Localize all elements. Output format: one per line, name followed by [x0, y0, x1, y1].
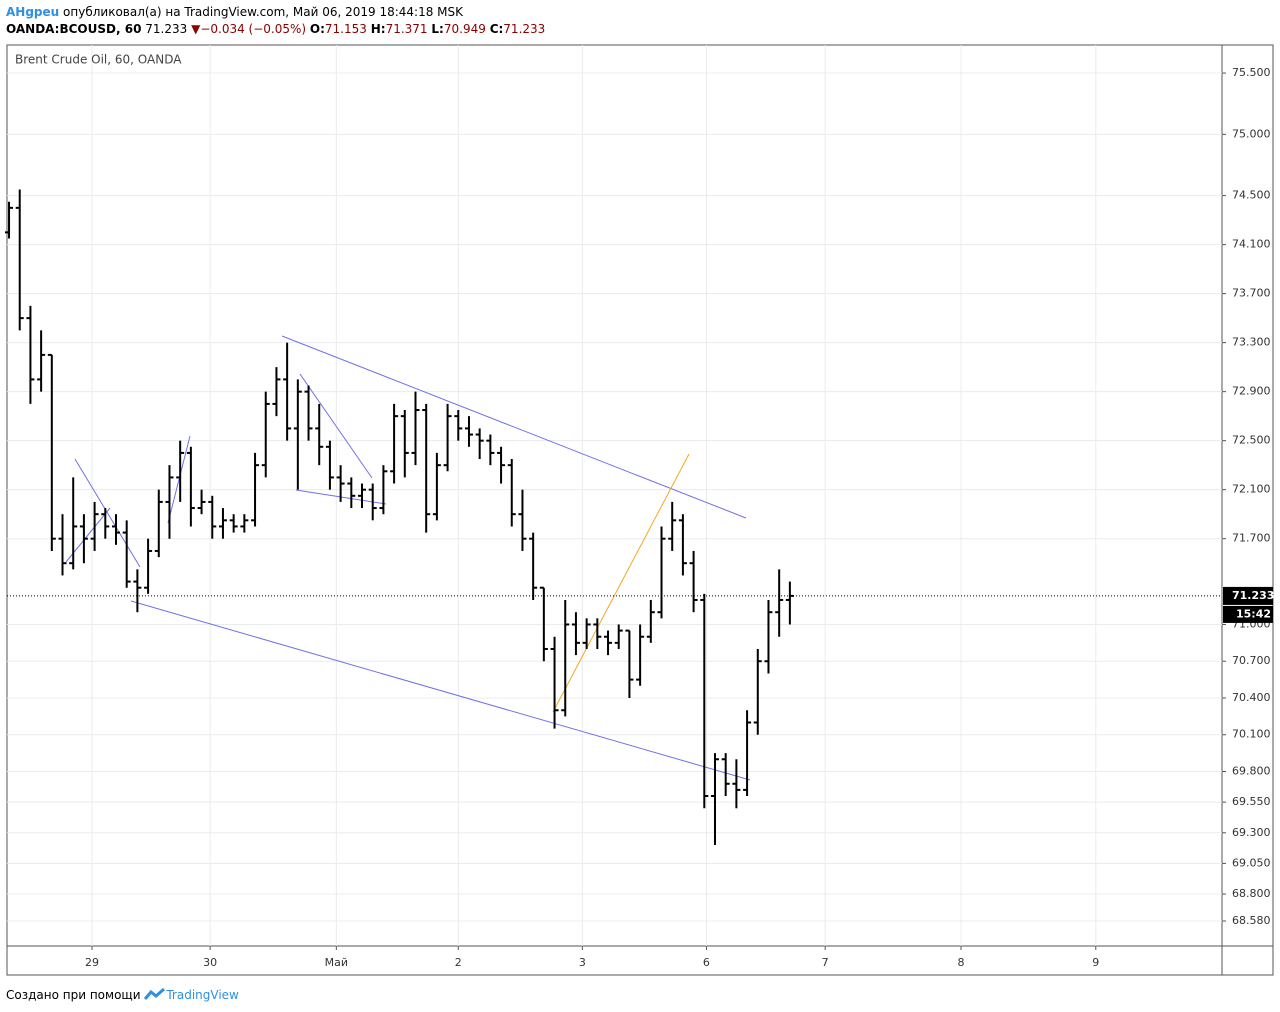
o-label: O:: [309, 22, 325, 36]
trend-line: [281, 335, 747, 519]
c: 71.233: [503, 22, 546, 36]
trend-line: [167, 435, 191, 524]
y-tick-label: 73.300: [1232, 336, 1271, 349]
x-tick-label: 29: [85, 956, 99, 969]
logo: [144, 987, 166, 1000]
x-tick-label: 6: [703, 956, 710, 969]
y-tick-label: 69.800: [1232, 765, 1271, 778]
change: −0.034 (−0.05%): [200, 22, 307, 36]
last-price-box: [1223, 586, 1273, 605]
x-tick-label: 7: [822, 956, 829, 969]
chart-title: Brent Crude Oil, 60, OANDA: [15, 53, 182, 67]
countdown-box: [1223, 605, 1273, 623]
h: 71.371: [385, 22, 428, 36]
o: 71.153: [324, 22, 367, 36]
trend-line: [130, 600, 751, 781]
y-tick-label: 70.400: [1232, 691, 1271, 704]
y-tick-label: 74.500: [1232, 189, 1271, 202]
brand[interactable]: TradingView: [166, 988, 239, 1002]
frame: [6, 44, 1274, 976]
x-tick-label: Май: [325, 956, 348, 969]
drawings: [65, 335, 751, 781]
y-tick-label: 69.050: [1232, 856, 1271, 869]
x-tick-label: 9: [1092, 956, 1099, 969]
trend-line: [552, 453, 690, 713]
symbol: OANDA:BCOUSD, 60: [6, 22, 142, 36]
trend-line: [74, 458, 141, 568]
y-tick-label: 73.700: [1232, 287, 1271, 300]
y-tick-label: 69.300: [1232, 826, 1271, 839]
countdown-label: 15:42: [1236, 607, 1271, 620]
last-price-label: 71.233: [1232, 589, 1274, 602]
y-tick-label: 75.500: [1232, 66, 1271, 79]
y-tick-label: 70.100: [1232, 728, 1271, 741]
y-tick-label: 74.100: [1232, 238, 1271, 251]
y-tick-label: 68.800: [1232, 887, 1271, 900]
x-tick-label: 3: [579, 956, 586, 969]
l-label: L:: [431, 22, 444, 36]
made-with: Создано при помощи: [6, 988, 141, 1002]
published: опубликовал(а) на TradingView.com, Май 0…: [63, 5, 464, 19]
footer: Создано при помощи TradingView: [6, 985, 239, 1002]
x-tick-label: 2: [455, 956, 462, 969]
grid: [7, 45, 1222, 946]
last: 71.233: [145, 22, 188, 36]
header: АНgpeu опубликовал(а) на TradingView.com…: [6, 4, 545, 38]
y-tick-label: 68.580: [1232, 914, 1271, 927]
y-tick-label: 71.700: [1232, 532, 1271, 545]
user[interactable]: АНgpeu: [6, 5, 60, 19]
header-line: АНgpeu опубликовал(а) на TradingView.com…: [6, 4, 545, 21]
y-tick-label: 70.700: [1232, 654, 1271, 667]
y-tick-label: 75.000: [1232, 127, 1271, 140]
l: 70.949: [443, 22, 486, 36]
header-line: OANDA:BCOUSD, 60 71.233 ▼−0.034 (−0.05%)…: [6, 21, 545, 38]
arrow: ▼: [191, 22, 201, 36]
y-tick-label: 72.100: [1232, 483, 1271, 496]
y-tick-label: 72.900: [1232, 385, 1271, 398]
chart: Brent Crude Oil, 60, OANDA 75.500 75.000 7…: [5, 44, 1274, 976]
c-label: C:: [489, 22, 504, 36]
y-tick-label: 69.550: [1232, 795, 1271, 808]
h-label: H:: [370, 22, 386, 36]
trend-line: [299, 373, 373, 479]
y-tick-label: 72.500: [1232, 434, 1271, 447]
x-tick-label: 30: [203, 956, 217, 969]
x-tick-label: 8: [958, 956, 965, 969]
